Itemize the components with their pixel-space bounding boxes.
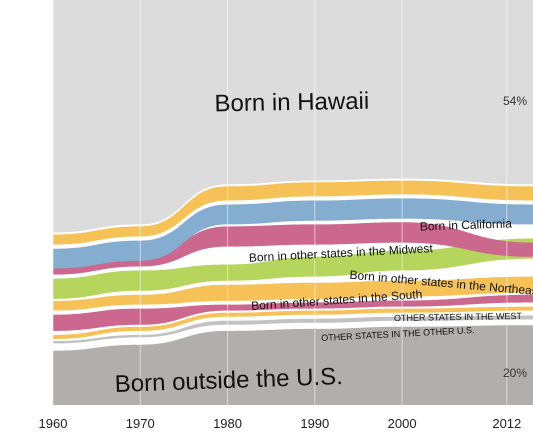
gridline-layer [52,0,508,405]
series-label-born-in-california: Born in California [420,216,513,233]
series-label-born-in-hawaii: Born in Hawaii [214,88,369,118]
band-born-in-california [53,180,533,245]
band-born-in-other-states-in-the-south [53,238,533,299]
series-label-other-states-in-the-west: OTHER STATES IN THE WEST [394,311,523,323]
percent-annotation: 20% [503,366,527,380]
band-other-states-in-the-other-u-s [53,315,533,344]
band-born-outside-the-u-s [53,325,533,405]
band-layer [53,0,533,405]
band-born-in-other-states-in-the-northeast [53,222,533,275]
x-tick-label: 2012 [492,416,521,431]
band-other-states-in-the-west [53,276,533,311]
x-tick-label: 1960 [39,416,68,431]
percent-annotation: 54% [503,94,527,108]
x-tick-label: 1980 [213,416,242,431]
x-axis: 1960 1970 1980 1990 2000 2012 [39,416,522,431]
x-tick-label: 1970 [126,416,155,431]
x-tick-label: 2000 [388,416,417,431]
band-unlabeled-2 [53,306,533,339]
band-unlabeled-3 [53,294,533,331]
band-born-in-hawaii [53,0,533,233]
band-born-in-other-states-in-the-midwest [53,198,533,269]
x-tick-label: 1990 [300,416,329,431]
